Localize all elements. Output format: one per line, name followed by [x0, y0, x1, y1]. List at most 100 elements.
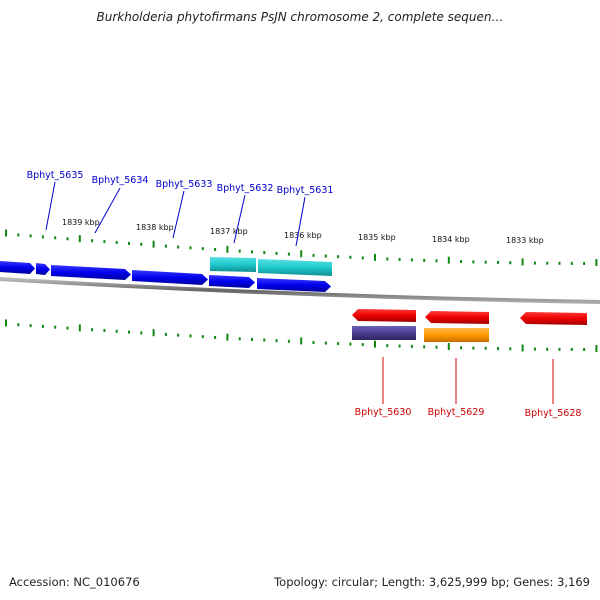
- feature-purple[interactable]: [352, 326, 416, 340]
- scale-tick: [201, 335, 204, 339]
- scale-tick: [509, 347, 512, 351]
- scale-tick: [570, 261, 573, 265]
- scale-tick: [41, 324, 44, 328]
- gene-label-reverse[interactable]: Bphyt_5628: [525, 408, 582, 419]
- scale-tick: [472, 346, 475, 350]
- scale-tick: [128, 330, 130, 334]
- scale-tick: [29, 234, 32, 238]
- scale-tick: [570, 347, 573, 351]
- scale-tick: [435, 259, 438, 263]
- scale-tick: [140, 242, 143, 246]
- scale-tick: [460, 260, 463, 263]
- scale-tick: [29, 324, 32, 328]
- gene-label-forward[interactable]: Bphyt_5634: [92, 175, 149, 186]
- scale-label: 1837 kbp: [210, 227, 248, 236]
- gene-label-reverse[interactable]: Bphyt_5629: [428, 407, 485, 418]
- scale-label: 1839 kbp: [62, 218, 100, 227]
- scale-tick: [386, 257, 389, 261]
- gene-arrow-forward[interactable]: [257, 278, 331, 292]
- feature-orange[interactable]: [424, 328, 489, 342]
- scale-tick: [177, 245, 180, 249]
- scale-tick: [275, 339, 278, 343]
- scale-tick: [54, 236, 57, 240]
- scale-tick: [5, 229, 7, 237]
- scale-label: 1838 kbp: [136, 223, 174, 232]
- scale-tick: [17, 323, 20, 327]
- scale-tick: [509, 261, 512, 265]
- scale-tick: [386, 344, 389, 348]
- gene-arrow-reverse[interactable]: [520, 312, 587, 325]
- map-title: Burkholderia phytofirmans PsJN chromosom…: [96, 10, 504, 24]
- scale-tick: [423, 345, 426, 349]
- scale-tick: [152, 329, 155, 337]
- feature-cyan[interactable]: [210, 257, 256, 272]
- gene-arrow-forward[interactable]: [51, 265, 131, 280]
- scale-tick: [447, 256, 450, 264]
- scale-labels: 1839 kbp 1838 kbp 1837 kbp 1836 kbp 1835…: [62, 218, 544, 245]
- scale-tick: [533, 261, 536, 265]
- scale-tick: [460, 346, 463, 350]
- scale-tick: [484, 346, 487, 350]
- chromosome-backbone: [0, 277, 600, 304]
- scale-tick: [152, 240, 155, 248]
- scale-label: 1836 kbp: [284, 231, 322, 240]
- scale-tick: [263, 251, 266, 255]
- scale-tick: [533, 347, 536, 351]
- scale-ticks-upper: [5, 229, 598, 266]
- scale-tick: [398, 344, 401, 348]
- scale-tick: [214, 335, 217, 339]
- scale-tick: [66, 237, 69, 241]
- scale-tick: [251, 337, 253, 341]
- scale-tick: [484, 260, 487, 264]
- scale-tick: [263, 338, 266, 342]
- scale-tick: [349, 255, 352, 259]
- gene-label-forward[interactable]: Bphyt_5631: [277, 185, 334, 196]
- scale-tick: [583, 348, 586, 351]
- scale-tick: [78, 324, 81, 332]
- scale-tick: [374, 340, 376, 348]
- gene-label-reverse[interactable]: Bphyt_5630: [355, 407, 412, 418]
- scale-tick: [103, 240, 106, 244]
- scale-tick: [91, 328, 94, 332]
- gene-arrow-forward[interactable]: [132, 270, 208, 285]
- scale-tick: [189, 334, 192, 338]
- scale-tick: [398, 258, 401, 261]
- scale-tick: [324, 341, 327, 345]
- scale-tick: [238, 249, 241, 253]
- scale-tick: [177, 333, 180, 337]
- scale-tick: [201, 247, 204, 251]
- scale-tick: [91, 239, 94, 243]
- scale-tick: [447, 343, 450, 350]
- scale-label: 1834 kbp: [432, 235, 470, 244]
- forward-genes: [0, 257, 332, 292]
- scale-tick: [115, 329, 118, 333]
- scale-tick: [312, 253, 315, 257]
- scale-tick: [41, 235, 44, 239]
- gene-label-forward[interactable]: Bphyt_5635: [27, 170, 84, 181]
- scale-tick: [472, 260, 475, 264]
- gene-arrow-forward[interactable]: [36, 263, 50, 275]
- gene-arrow-forward[interactable]: [0, 261, 35, 274]
- scale-tick: [558, 261, 561, 265]
- reverse-genes: [352, 309, 587, 342]
- scale-tick: [595, 345, 598, 352]
- scale-tick: [164, 244, 167, 248]
- scale-tick: [78, 235, 81, 243]
- scale-ticks-lower: [5, 319, 598, 352]
- scale-tick: [300, 337, 303, 345]
- scale-tick: [66, 326, 69, 330]
- gene-label-forward[interactable]: Bphyt_5633: [156, 179, 213, 190]
- gene-label-forward[interactable]: Bphyt_5632: [217, 183, 274, 194]
- gene-arrow-forward[interactable]: [209, 275, 255, 288]
- scale-tick: [583, 262, 586, 265]
- feature-cyan[interactable]: [258, 259, 332, 276]
- forward-label-leaders: [45, 181, 306, 247]
- scale-tick: [558, 347, 561, 351]
- gene-arrow-reverse[interactable]: [425, 311, 489, 324]
- scale-tick: [226, 333, 229, 341]
- scale-tick: [435, 345, 438, 349]
- scale-label: 1835 kbp: [358, 233, 396, 242]
- gene-arrow-reverse[interactable]: [352, 309, 416, 322]
